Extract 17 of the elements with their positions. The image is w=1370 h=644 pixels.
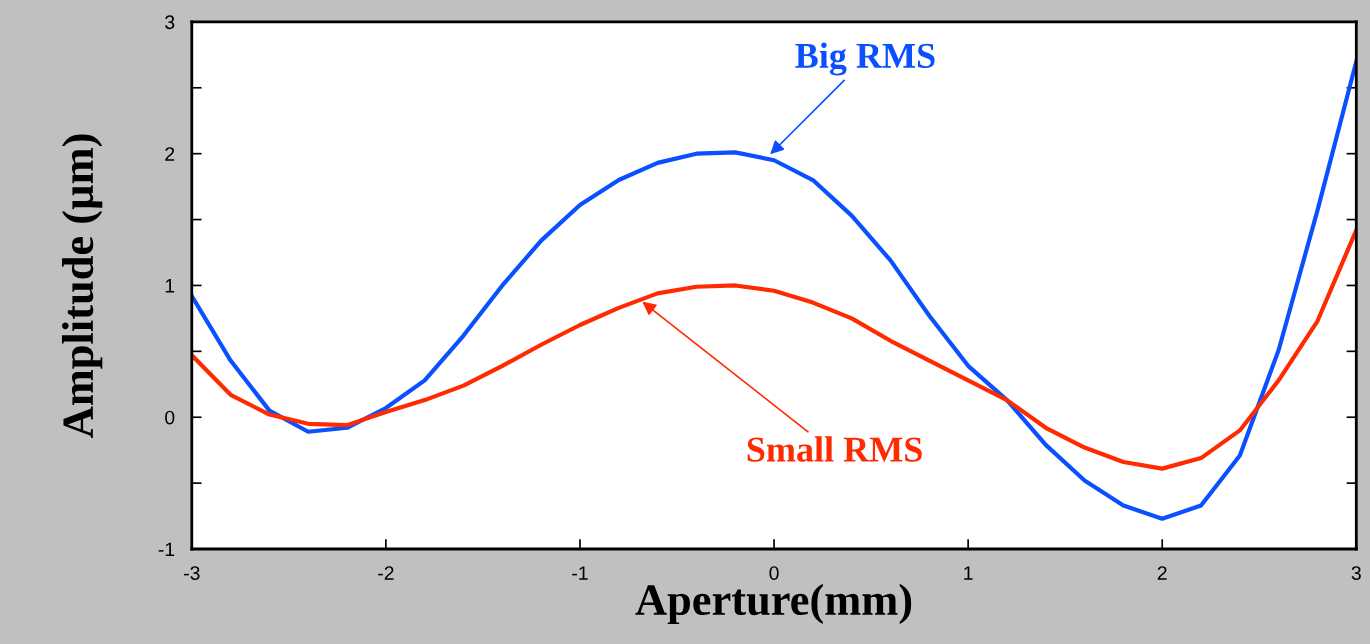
x-tick-label: 3 <box>1351 566 1361 580</box>
x-tick-label: 1 <box>964 566 973 580</box>
x-tick-label: -3 <box>184 566 200 580</box>
y-axis-title: Amplitude (µm) <box>61 134 103 438</box>
line-series <box>191 228 1357 471</box>
x-tick-label: 0 <box>769 566 779 580</box>
y-tick-label: 0 <box>165 410 175 425</box>
x-tick-label: 2 <box>1157 566 1167 580</box>
x-axis-title: Aperture(mm) <box>635 583 912 625</box>
x-tick-label: -1 <box>572 566 588 580</box>
y-tick-label: 2 <box>165 147 175 161</box>
x-tick-label: -2 <box>378 566 394 580</box>
y-tick-label: -1 <box>158 542 175 557</box>
y-tick-label: 1 <box>165 279 175 293</box>
y-tick-label: 3 <box>165 15 175 30</box>
annotation: Big RMS <box>795 42 935 76</box>
annotation: Small RMS <box>747 436 922 462</box>
